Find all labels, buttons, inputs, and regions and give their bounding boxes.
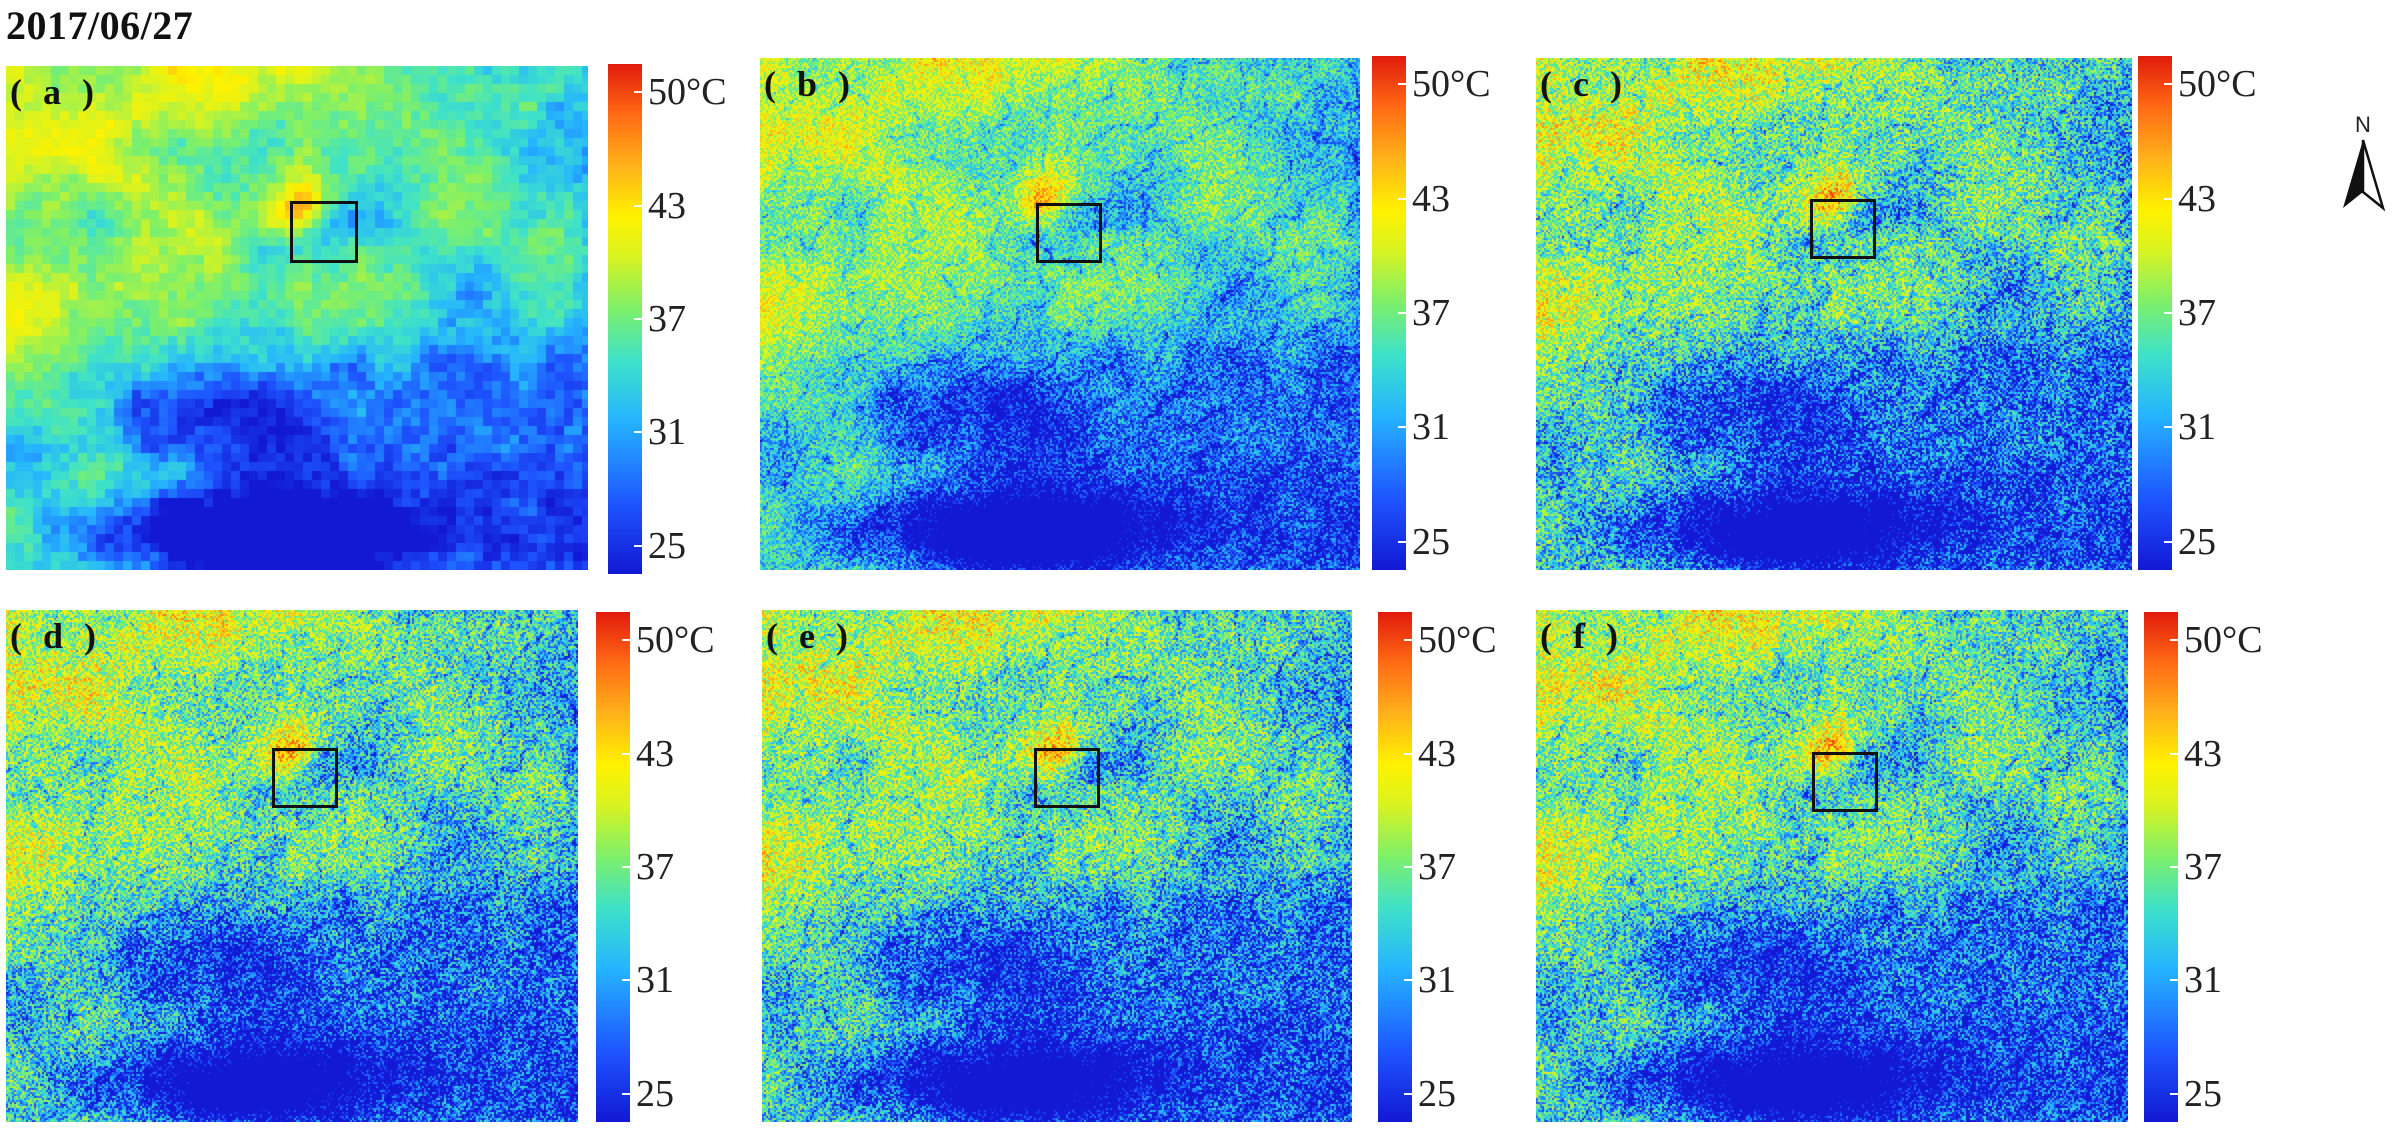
colorbar-tick-label: 31: [636, 959, 674, 1002]
colorbar-tick-label: 43: [1418, 732, 1456, 775]
colorbar-tick-mark: [2164, 426, 2172, 429]
colorbar-tick-label: 31: [1412, 406, 1450, 449]
colorbar-tick-mark: [2164, 312, 2172, 314]
colorbar-tick-label: 25: [1418, 1072, 1456, 1115]
colorbar-tick-label: 31: [1418, 959, 1456, 1002]
colorbar-tick-label: 37: [648, 298, 686, 340]
colorbar-tick-mark: [2164, 83, 2172, 86]
colorbar-tick-mark: [622, 1092, 630, 1095]
colorbar-tick-mark: [2170, 752, 2178, 755]
colorbar-tick-label: 37: [1418, 846, 1456, 888]
colorbar-tick-mark: [634, 318, 642, 320]
colorbar-tick-label: 25: [1412, 520, 1450, 563]
study-area-box: [1810, 199, 1876, 259]
colorbar-tick-mark: [634, 431, 642, 434]
colorbar-tick-mark: [622, 979, 630, 982]
colorbar-tick-mark: [1404, 639, 1412, 642]
map-panel-c: ( c ): [1536, 58, 2132, 570]
north-label: N: [2355, 112, 2371, 137]
study-area-box: [1034, 748, 1100, 808]
figure-date-title: 2017/06/27: [6, 3, 194, 48]
colorbar-tick-label: 25: [636, 1072, 674, 1115]
colorbar-tick-mark: [2170, 639, 2178, 642]
lst-map-e: [762, 610, 1352, 1122]
colorbar-tick-mark: [634, 91, 642, 94]
colorbar-tick-label: 31: [648, 411, 686, 454]
colorbar-tick-mark: [1404, 979, 1412, 982]
colorbar-tick-mark: [2164, 197, 2172, 200]
colorbar-tick-mark: [1398, 197, 1406, 200]
panel-label: ( d ): [10, 616, 102, 656]
lst-map-d: [6, 610, 578, 1122]
colorbar-tick-label: 43: [1412, 177, 1450, 220]
colorbar-tick-mark: [1404, 1092, 1412, 1095]
colorbar-tick-mark: [622, 639, 630, 642]
colorbar-tick-label: 37: [636, 846, 674, 888]
colorbar-tick-label: 37: [2178, 292, 2216, 334]
map-panel-e: ( e ): [762, 610, 1352, 1122]
colorbar-tick-label: 43: [636, 732, 674, 775]
panel-label: ( e ): [766, 616, 854, 656]
colorbar-tick-label: 37: [2184, 846, 2222, 888]
colorbar-tick-label: 50°C: [648, 71, 727, 114]
colorbar-tick-mark: [1398, 312, 1406, 314]
colorbar-tick-label: 50°C: [2178, 63, 2257, 106]
colorbar-tick-mark: [634, 544, 642, 547]
colorbar-tick-label: 50°C: [1412, 63, 1491, 106]
colorbar-tick-label: 37: [1412, 292, 1450, 334]
map-panel-b: ( b ): [760, 58, 1360, 570]
colorbar-tick-label: 25: [648, 524, 686, 567]
colorbar-tick-mark: [622, 866, 630, 868]
study-area-box: [1036, 203, 1102, 263]
colorbar-tick-mark: [622, 752, 630, 755]
lst-map-a: [6, 66, 588, 570]
panel-label: ( c ): [1540, 64, 1628, 104]
colorbar-tick-mark: [1398, 426, 1406, 429]
colorbar-tick-mark: [1398, 540, 1406, 543]
lst-map-c: [1536, 58, 2132, 570]
colorbar-tick-mark: [2170, 866, 2178, 868]
map-panel-f: ( f ): [1536, 610, 2128, 1122]
colorbar-tick-mark: [1398, 83, 1406, 86]
colorbar-tick-label: 25: [2178, 520, 2216, 563]
study-area-box: [1812, 752, 1878, 812]
colorbar-tick-label: 31: [2184, 959, 2222, 1002]
panel-label: ( a ): [10, 72, 100, 112]
lst-map-f: [1536, 610, 2128, 1122]
panel-label: ( f ): [1540, 616, 1624, 656]
map-panel-d: ( d ): [6, 610, 578, 1122]
study-area-box: [290, 201, 358, 263]
colorbar-tick-label: 50°C: [636, 619, 715, 662]
colorbar-tick-label: 50°C: [1418, 619, 1497, 662]
colorbar-tick-mark: [2164, 540, 2172, 543]
study-area-box: [272, 748, 338, 808]
panel-label: ( b ): [764, 64, 856, 104]
colorbar-tick-mark: [2170, 1092, 2178, 1095]
lst-map-b: [760, 58, 1360, 570]
colorbar-tick-label: 31: [2178, 406, 2216, 449]
colorbar-tick-label: 43: [648, 184, 686, 227]
colorbar-tick-mark: [2170, 979, 2178, 982]
colorbar-tick-label: 50°C: [2184, 619, 2263, 662]
colorbar-tick-label: 43: [2178, 177, 2216, 220]
north-arrow-icon: N: [2343, 112, 2386, 212]
colorbar-tick-label: 43: [2184, 732, 2222, 775]
colorbar-tick-mark: [1404, 866, 1412, 868]
colorbar-tick-mark: [634, 204, 642, 207]
map-panel-a: ( a ): [6, 66, 588, 570]
colorbar-tick-label: 25: [2184, 1072, 2222, 1115]
colorbar-tick-mark: [1404, 752, 1412, 755]
